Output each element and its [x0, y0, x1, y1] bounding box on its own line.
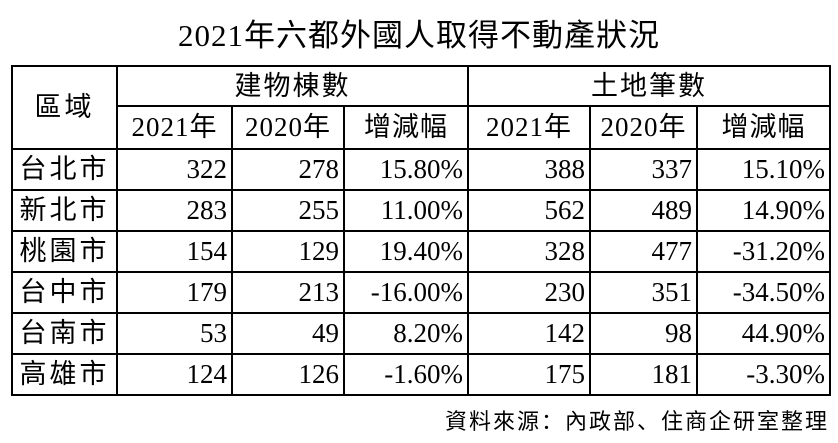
column-header-region: 區域 [11, 65, 118, 150]
header-sub-row: 2021年 2020年 增減幅 2021年 2020年 增減幅 [12, 105, 831, 150]
value-cell: 278 [231, 148, 345, 191]
header-group-row: 區域 建物棟數 土地筆數 [11, 65, 831, 150]
table-row: 高雄市 124 126 -1.60% 175 181 -3.30% [11, 353, 831, 396]
value-cell: -16.00% [343, 271, 469, 314]
value-cell: 388 [467, 148, 591, 191]
value-cell: 562 [467, 189, 591, 232]
value-cell: 53 [116, 312, 233, 355]
region-cell: 高雄市 [11, 353, 118, 396]
sub-header-building-change: 增減幅 [343, 105, 469, 150]
value-cell: 175 [467, 353, 591, 396]
data-table: 區域 建物棟數 土地筆數 2021年 2020年 增減幅 2021年 2020年… [11, 65, 831, 396]
value-cell: 179 [116, 271, 233, 314]
table-row: 桃園市 154 129 19.40% 328 477 -31.20% [11, 230, 831, 273]
value-cell: -34.50% [696, 271, 831, 314]
group-header-land: 土地筆數 [467, 65, 831, 107]
value-cell: 213 [231, 271, 345, 314]
region-cell: 桃園市 [11, 230, 118, 273]
source-note: 資料來源：內政部、住商企研室整理 [444, 409, 829, 434]
value-cell: 49 [231, 312, 345, 355]
value-cell: 142 [467, 312, 591, 355]
region-cell: 台中市 [11, 271, 118, 314]
value-cell: 44.90% [696, 312, 831, 355]
region-cell: 台北市 [11, 148, 118, 191]
value-cell: 14.90% [696, 189, 831, 232]
sub-header-land-2021: 2021年 [467, 105, 591, 150]
value-cell: 489 [589, 189, 698, 232]
value-cell: 15.10% [696, 148, 831, 191]
value-cell: 283 [116, 189, 233, 232]
region-cell: 新北市 [11, 189, 118, 232]
table-row: 台北市 322 278 15.80% 388 337 15.10% [11, 148, 831, 191]
value-cell: 129 [231, 230, 345, 273]
value-cell: 322 [116, 148, 233, 191]
region-cell: 台南市 [11, 312, 118, 355]
value-cell: 15.80% [343, 148, 469, 191]
value-cell: 181 [589, 353, 698, 396]
table-row: 台中市 179 213 -16.00% 230 351 -34.50% [11, 271, 831, 314]
value-cell: 126 [231, 353, 345, 396]
value-cell: 255 [231, 189, 345, 232]
group-header-building: 建物棟數 [116, 65, 469, 107]
value-cell: 19.40% [343, 230, 469, 273]
value-cell: 328 [467, 230, 591, 273]
value-cell: -3.30% [696, 353, 831, 396]
sub-header-land-2020: 2020年 [589, 105, 698, 150]
sub-header-building-2020: 2020年 [231, 105, 345, 150]
page-title: 2021年六都外國人取得不動產狀況 [178, 18, 660, 53]
value-cell: 98 [589, 312, 698, 355]
value-cell: 124 [116, 353, 233, 396]
value-cell: -1.60% [343, 353, 469, 396]
value-cell: 11.00% [343, 189, 469, 232]
value-cell: 351 [589, 271, 698, 314]
sub-header-building-2021: 2021年 [116, 105, 233, 150]
value-cell: 8.20% [343, 312, 469, 355]
value-cell: 337 [589, 148, 698, 191]
value-cell: 154 [116, 230, 233, 273]
table-row: 新北市 283 255 11.00% 562 489 14.90% [11, 189, 831, 232]
sub-header-land-change: 增減幅 [696, 105, 831, 150]
value-cell: -31.20% [696, 230, 831, 273]
value-cell: 477 [589, 230, 698, 273]
value-cell: 230 [467, 271, 591, 314]
table-row: 台南市 53 49 8.20% 142 98 44.90% [11, 312, 831, 355]
